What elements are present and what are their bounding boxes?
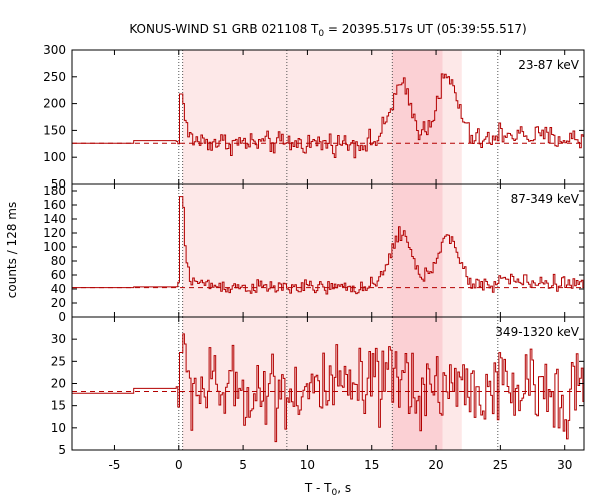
shaded-interval-1-panel-0 — [392, 50, 443, 184]
shaded-interval-1-panel-1 — [392, 184, 443, 317]
x-tick-label-7: 30 — [557, 458, 572, 472]
light-curve-panel-1 — [72, 196, 584, 295]
y-tick-label-7-panel-1: 140 — [43, 212, 66, 226]
y-tick-label-1-panel-2: 10 — [51, 421, 66, 435]
light-curve-panel-0 — [72, 73, 584, 159]
x-tick-label-6: 25 — [493, 458, 508, 472]
y-tick-label-4-panel-2: 25 — [51, 354, 66, 368]
y-tick-label-5-panel-2: 30 — [51, 332, 66, 346]
chart-title: KONUS-WIND S1 GRB 021108 T0 = 20395.517s… — [129, 22, 526, 39]
x-tick-label-1: 0 — [175, 458, 183, 472]
y-tick-label-3-panel-0: 200 — [43, 97, 66, 111]
y-tick-label-5-panel-0: 300 — [43, 43, 66, 57]
band-label-panel-0: 23-87 keV — [518, 58, 580, 72]
x-tick-label-4: 15 — [364, 458, 379, 472]
y-tick-label-6-panel-1: 120 — [43, 226, 66, 240]
y-axis-label: counts / 128 ms — [5, 202, 19, 298]
y-tick-label-4-panel-1: 80 — [51, 254, 66, 268]
y-tick-label-0-panel-2: 5 — [58, 443, 66, 457]
x-tick-label-3: 10 — [300, 458, 315, 472]
band-label-panel-1: 87-349 keV — [511, 192, 580, 206]
band-label-panel-2: 349-1320 keV — [495, 325, 579, 339]
x-tick-label-2: 5 — [239, 458, 247, 472]
y-tick-label-3-panel-2: 20 — [51, 377, 66, 391]
y-tick-label-3-panel-1: 60 — [51, 268, 66, 282]
y-tick-label-2-panel-0: 150 — [43, 123, 66, 137]
x-tick-label-5: 20 — [428, 458, 443, 472]
y-tick-label-8-panel-1: 160 — [43, 198, 66, 212]
y-tick-label-2-panel-2: 15 — [51, 399, 66, 413]
y-tick-label-0-panel-0: 50 — [51, 177, 66, 191]
x-tick-label-0: -5 — [108, 458, 120, 472]
shaded-interval-1-panel-2 — [392, 317, 443, 450]
x-axis-label: T - T0, s — [304, 481, 351, 498]
y-tick-label-4-panel-0: 250 — [43, 70, 66, 84]
y-tick-label-1-panel-1: 20 — [51, 296, 66, 310]
y-tick-label-1-panel-0: 100 — [43, 150, 66, 164]
y-tick-label-2-panel-1: 40 — [51, 282, 66, 296]
light-curve-panel-2 — [72, 333, 584, 443]
y-tick-label-9-panel-1: 180 — [43, 184, 66, 198]
y-tick-label-5-panel-1: 100 — [43, 240, 66, 254]
y-tick-label-0-panel-1: 0 — [58, 310, 66, 324]
